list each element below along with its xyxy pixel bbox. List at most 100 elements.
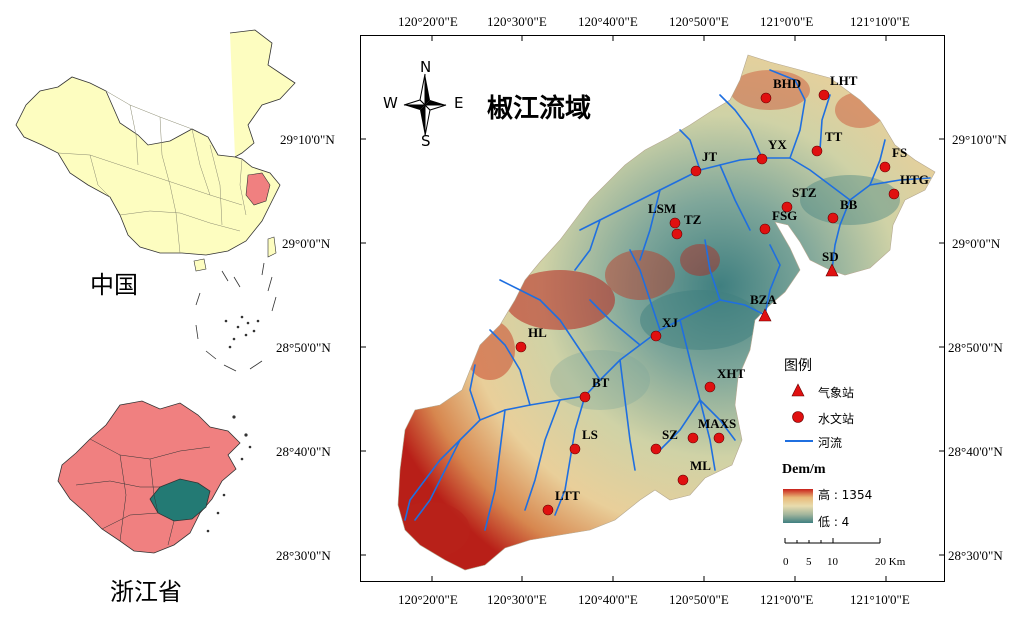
weather-station-marker[interactable] (825, 263, 839, 277)
lon-label-top: 120°40'0"E (578, 14, 638, 29)
station-label-maxs: MAXS (698, 416, 737, 431)
station-label-sd: SD (822, 249, 839, 264)
hydro-station-marker[interactable] (818, 89, 830, 101)
zhejiang-inset-map (57, 400, 252, 554)
hydro-station-marker[interactable] (515, 341, 527, 353)
hydro-station-marker[interactable] (713, 432, 725, 444)
china-label: 中国 (90, 271, 138, 299)
lon-label-top: 120°20'0"E (398, 14, 458, 29)
station-label-fsg: FSG (772, 208, 798, 223)
lat-label-right: 29°10'0"N (952, 132, 1007, 147)
lon-label-bottom: 121°10'0"E (850, 592, 910, 607)
lon-label-top: 121°0'0"E (760, 14, 814, 29)
hydro-station-marker[interactable] (879, 161, 891, 173)
hydro-station-marker[interactable] (687, 432, 699, 444)
taiwan-island (267, 236, 277, 258)
station-label-hl: HL (528, 325, 547, 340)
station-label-ltt: LTT (555, 488, 580, 503)
coastal-islands (206, 415, 252, 533)
legend-symbols (785, 383, 813, 442)
zhejiang-highlight-jiaojiang (149, 478, 211, 522)
hydro-station-marker[interactable] (542, 504, 554, 516)
dem-color-ramp (783, 489, 813, 523)
map-title: 椒江流域 (487, 94, 592, 124)
scale-label: 20 Km (875, 556, 906, 568)
hydro-station-marker[interactable] (888, 188, 900, 200)
river-network (404, 69, 931, 531)
lon-label-bottom: 120°50'0"E (669, 592, 729, 607)
china-outline (15, 29, 296, 256)
compass-s-label: S (421, 132, 431, 150)
nine-dash-dots (224, 315, 260, 349)
hydro-station-marker[interactable] (569, 443, 581, 455)
province-borders (57, 90, 247, 254)
lon-label-bottom: 120°30'0"E (487, 592, 547, 607)
dem-low-label: 低 : 4 (818, 515, 850, 529)
station-label-fs: FS (892, 145, 908, 160)
station-label-htg: HTG (900, 172, 929, 187)
lat-label-left: 29°0'0"N (282, 236, 331, 251)
lat-label-right: 28°30'0"N (948, 548, 1003, 563)
lat-label-left: 29°10'0"N (280, 132, 335, 147)
hydro-station-marker[interactable] (760, 92, 772, 104)
station-label-ls: LS (582, 427, 598, 442)
hydro-station-marker[interactable] (650, 443, 662, 455)
station-label-tt: TT (825, 129, 843, 144)
hydro-station-marker[interactable] (690, 165, 702, 177)
station-label-ml: ML (690, 458, 711, 473)
zhejiang-label: 浙江省 (110, 578, 182, 606)
hainan-island (193, 258, 207, 272)
compass-n-label: N (420, 58, 432, 76)
dem-high-label: 高 : 1354 (818, 488, 873, 502)
lon-label-bottom: 120°40'0"E (578, 592, 638, 607)
lat-label-right: 28°40'0"N (948, 444, 1003, 459)
hydro-station-marker[interactable] (579, 391, 591, 403)
lat-label-left: 28°40'0"N (276, 444, 331, 459)
hydro-station-marker[interactable] (671, 228, 683, 240)
lon-label-top: 120°50'0"E (669, 14, 729, 29)
legend-hydro-icon (792, 411, 804, 423)
legend-title: 图例 (784, 358, 812, 374)
legend-weather-label: 气象站 (818, 386, 855, 400)
hydro-station-marker[interactable] (756, 153, 768, 165)
lon-label-top: 120°30'0"E (487, 14, 547, 29)
basin-boundary (397, 54, 936, 571)
compass-w-label: W (383, 94, 398, 112)
weather-station-marker[interactable] (758, 308, 772, 322)
scale-label: 5 (806, 556, 812, 568)
hydro-station-marker[interactable] (650, 330, 662, 342)
station-label-lsm: LSM (648, 201, 677, 216)
legend-hydro-label: 水文站 (818, 412, 855, 426)
hydro-station-marker[interactable] (677, 474, 689, 486)
lat-label-right: 28°50'0"N (948, 340, 1003, 355)
station-label-xht: XHT (717, 366, 746, 381)
legend-river-label: 河流 (818, 436, 843, 450)
scale-bar (784, 538, 881, 544)
scale-label: 0 (783, 556, 789, 568)
hydro-station-marker[interactable] (827, 212, 839, 224)
china-inset-map (15, 29, 296, 372)
hydro-station-marker[interactable] (811, 145, 823, 157)
south-china-sea-islands (195, 262, 277, 372)
lat-label-left: 28°50'0"N (276, 340, 331, 355)
hydro-station-marker[interactable] (759, 223, 771, 235)
station-label-bb: BB (840, 197, 858, 212)
dem-legend-title: Dem/m (782, 462, 826, 477)
hydro-station-marker[interactable] (781, 201, 793, 213)
legend-weather-icon (791, 383, 805, 397)
hydro-station-marker[interactable] (704, 381, 716, 393)
station-label-yx: YX (768, 137, 787, 152)
station-label-lht: LHT (830, 73, 858, 88)
china-highlight-zhejiang (245, 172, 271, 206)
station-label-tz: TZ (684, 212, 702, 227)
zhejiang-city-borders (75, 438, 211, 546)
station-label-stz: STZ (792, 185, 817, 200)
lat-label-right: 29°0'0"N (952, 236, 1001, 251)
scale-label: 10 (827, 556, 838, 568)
station-label-bza: BZA (750, 292, 777, 307)
lon-label-bottom: 120°20'0"E (398, 592, 458, 607)
hydro-station-marker[interactable] (669, 217, 681, 229)
lon-label-top: 121°10'0"E (850, 14, 910, 29)
